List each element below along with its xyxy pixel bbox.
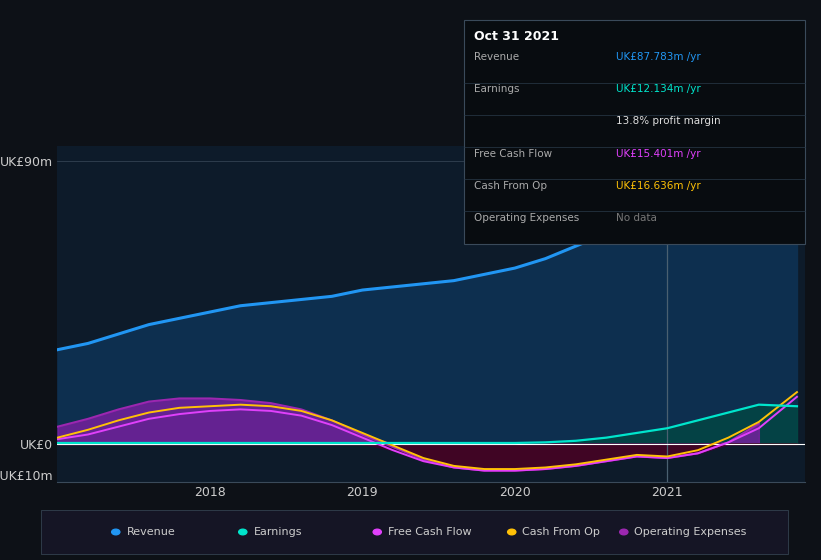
Text: Revenue: Revenue xyxy=(126,527,175,537)
Text: Operating Expenses: Operating Expenses xyxy=(474,213,579,223)
Text: Cash From Op: Cash From Op xyxy=(522,527,600,537)
Text: 13.8% profit margin: 13.8% profit margin xyxy=(616,116,720,127)
Text: UK£87.783m /yr: UK£87.783m /yr xyxy=(616,52,700,62)
Text: Earnings: Earnings xyxy=(474,85,519,94)
Text: Revenue: Revenue xyxy=(474,52,519,62)
Text: Operating Expenses: Operating Expenses xyxy=(635,527,747,537)
Text: Earnings: Earnings xyxy=(254,527,302,537)
Text: UK£12.134m /yr: UK£12.134m /yr xyxy=(616,85,700,94)
Text: Free Cash Flow: Free Cash Flow xyxy=(474,149,552,158)
Text: UK£16.636m /yr: UK£16.636m /yr xyxy=(616,181,700,191)
Text: UK£15.401m /yr: UK£15.401m /yr xyxy=(616,149,700,158)
Text: Free Cash Flow: Free Cash Flow xyxy=(388,527,471,537)
Text: No data: No data xyxy=(616,213,657,223)
Text: Oct 31 2021: Oct 31 2021 xyxy=(474,30,559,43)
Text: Cash From Op: Cash From Op xyxy=(474,181,547,191)
